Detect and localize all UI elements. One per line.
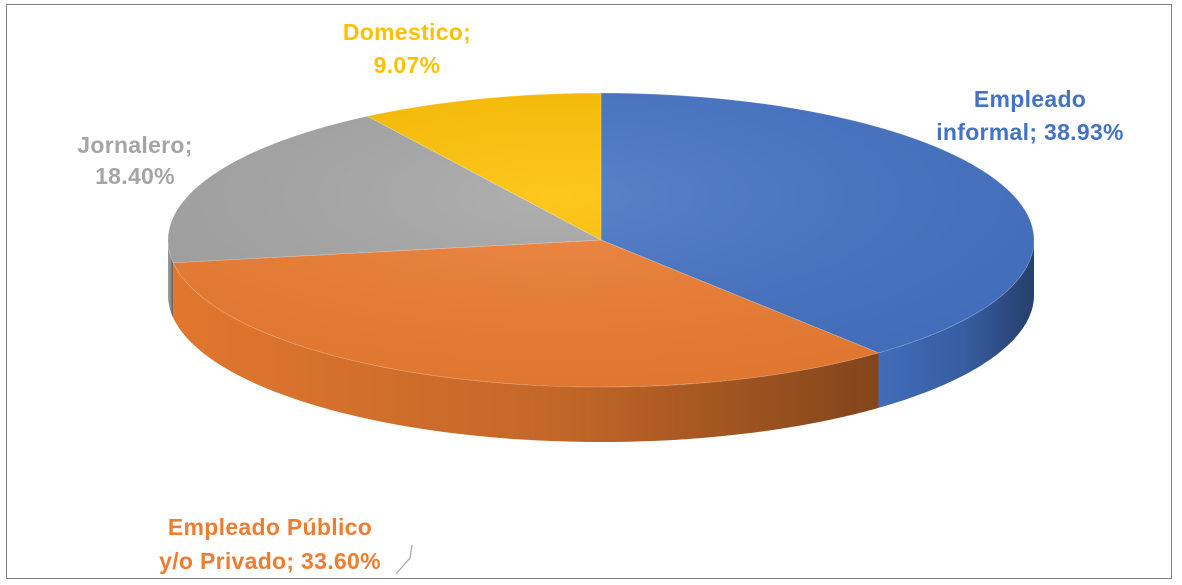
pie-labels: Empleado informal; 38.93% Empleado Público… xyxy=(77,19,1124,575)
pie-sides xyxy=(168,240,1034,442)
leader-line xyxy=(395,544,413,575)
data-label-empleado-publico-y-o-privado: Empleado Público y/o Privado; 33.60% xyxy=(159,514,381,574)
data-label-domestico: Domestico; 9.07% xyxy=(343,19,471,78)
data-label-jornalero: Jornalero; 18.40% xyxy=(77,132,192,189)
data-label-empleado-informal: Empleado informal; 38.93% xyxy=(936,86,1124,145)
